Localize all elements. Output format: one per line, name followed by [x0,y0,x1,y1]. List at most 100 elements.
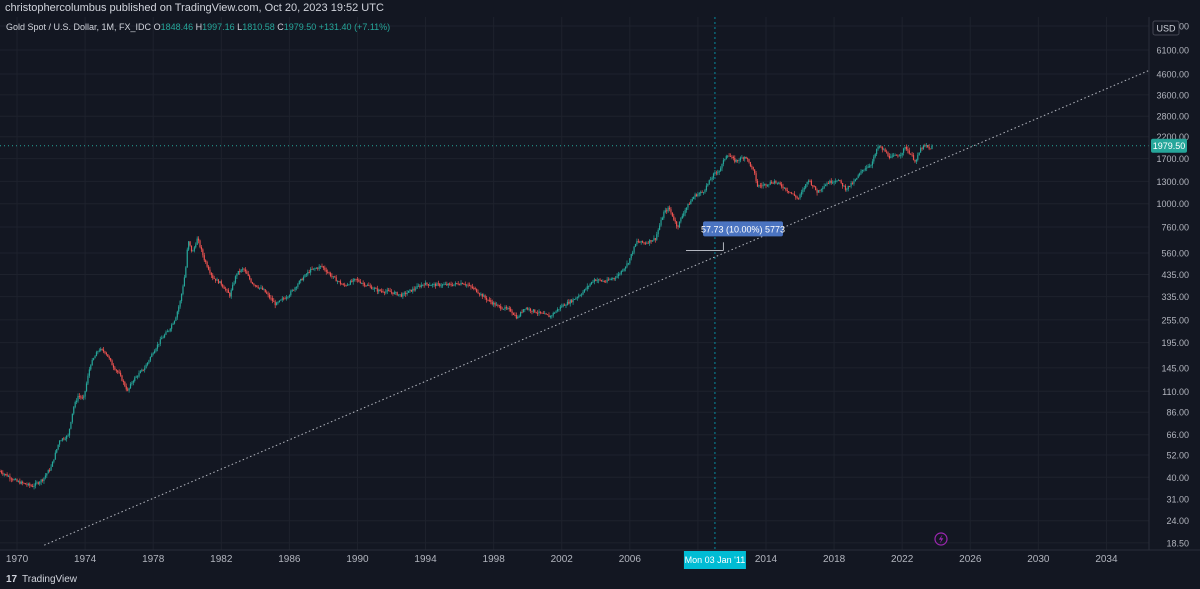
candle-body-68 [95,352,98,357]
candle-body-656 [929,148,932,150]
price-axis[interactable] [1149,17,1200,550]
candle-body-381 [539,311,542,313]
measure-tool[interactable]: 57.73 (10.00%) 5773 [685,221,785,251]
candle-body-566 [802,189,804,193]
candle-body-339 [480,293,482,295]
candle-body-29 [40,479,42,483]
candle-body-520 [737,159,739,161]
candle-body-623 [883,149,885,151]
candle-body-167 [236,274,238,277]
candle-body-323 [457,283,459,285]
candle-body-567 [803,188,805,190]
candle-body-422 [598,279,600,281]
price-chart[interactable]: 57.73 (10.00%) 5773 8100.006100.004600.0… [0,17,1200,570]
bolt-icon[interactable] [934,532,948,546]
candle-body-640 [907,149,909,151]
candle-body-267 [378,289,380,292]
candle-body-398 [563,304,566,306]
currency-box[interactable] [1152,20,1180,36]
candle-body-146 [206,262,208,267]
candle-body-202 [285,297,288,299]
candle-body-452 [640,240,642,243]
candle-body-328 [464,284,466,285]
candle-body-303 [429,285,431,286]
candle-body-264 [373,288,376,290]
currency-selector[interactable]: USD [1152,20,1180,36]
candle-body-121 [171,324,173,329]
candle-body-444 [629,258,631,264]
candle-body-157 [222,284,224,287]
candle-body-54 [76,400,78,403]
candle-body-92 [129,383,132,389]
candle-body-634 [898,155,900,157]
candle-body-454 [643,242,645,244]
candle-body-20 [27,483,29,485]
candle-body-548 [776,182,778,184]
candle-body-517 [732,156,734,159]
candle-body-76 [107,354,109,357]
candle-body-46 [64,438,66,440]
candle-body-266 [376,288,378,292]
candle-body-253 [358,279,360,282]
candle-body-511 [724,159,726,161]
tradingview-logo-icon[interactable]: 17 [6,574,18,585]
candle-body-95 [134,377,136,381]
candle-body-302 [427,284,429,286]
candle-body-235 [332,276,334,278]
candle-body-587 [832,182,834,184]
candle-body-597 [846,189,848,190]
candle-body-476 [674,219,676,222]
x-tick-1978: 1978 [142,554,165,565]
candle-body-372 [527,308,529,310]
candle-body-484 [685,207,688,211]
candle-body-346 [490,300,492,302]
candle-body-169 [239,270,241,272]
candle-body-298 [422,284,424,286]
candle-body-549 [778,182,780,184]
candle-body-408 [578,295,580,298]
candle-body-607 [860,171,862,174]
trendline[interactable] [44,69,1150,546]
candle-body-290 [410,289,412,292]
candle-body-226 [319,265,322,267]
measure-badge[interactable] [703,221,783,237]
candle-body-512 [725,156,727,160]
candle-body-64 [90,365,92,370]
candle-body-159 [224,288,227,290]
tradingview-brand[interactable]: TradingView [22,574,78,585]
candle-body-80 [112,365,115,368]
publish-text: christophercolumbus published on Trading… [5,2,384,14]
candle-body-89 [125,386,127,390]
candle-body-294 [416,286,418,289]
candle-body-32 [44,475,46,478]
candle-body-354 [501,308,503,310]
candle-body-163 [230,290,232,297]
candle-body-8 [10,478,12,480]
candle-body-28 [39,482,41,484]
candle-body-619 [877,146,879,150]
candle-body-66 [93,358,95,360]
candle-body-385 [545,313,547,315]
candle-body-569 [806,182,808,185]
legend-o-value: 1848.46 [161,22,196,32]
candle-body-158 [223,286,225,289]
y-tick-31.00: 31.00 [1166,494,1189,504]
candle-body-642 [910,153,912,155]
candle-body-56 [78,395,81,397]
y-tick-66.00: 66.00 [1166,430,1189,440]
candle-body-643 [911,154,913,156]
time-axis[interactable] [0,550,1149,570]
candle-body-365 [517,316,519,319]
candle-body-471 [667,207,669,212]
candle-body-249 [352,279,354,282]
y-tick-1000.00: 1000.00 [1156,199,1189,209]
candle-body-347 [491,301,493,305]
candle-body-77 [108,356,110,359]
candle-body-1 [0,471,3,473]
candle-body-462 [654,238,656,240]
candle-body-128 [180,294,183,302]
candle-body-98 [138,373,140,377]
candle-body-127 [179,301,181,307]
candle-body-332 [470,285,472,287]
candle-body-96 [135,376,137,378]
